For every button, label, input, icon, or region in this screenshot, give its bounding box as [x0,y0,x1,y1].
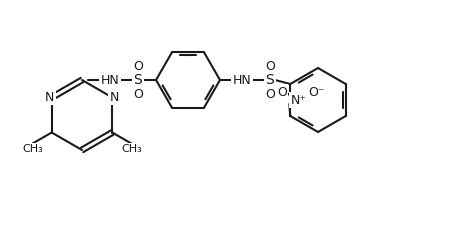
Text: S: S [134,73,143,87]
Text: CH₃: CH₃ [22,145,43,155]
Text: HN: HN [101,73,119,87]
Text: O: O [278,86,287,98]
Text: HN: HN [233,73,252,87]
Text: O: O [265,88,275,100]
Text: O⁻: O⁻ [308,86,325,98]
Text: CH₃: CH₃ [121,145,142,155]
Text: N⁺: N⁺ [290,93,306,106]
Text: N: N [45,91,54,104]
Text: S: S [266,73,274,87]
Text: O: O [265,60,275,72]
Text: O: O [133,88,143,100]
Text: N: N [110,91,119,104]
Text: O: O [133,60,143,72]
